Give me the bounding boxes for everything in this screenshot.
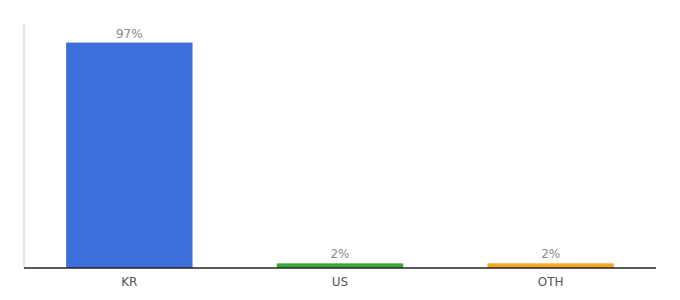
x-axis-line	[24, 267, 656, 269]
data-label: 2%	[330, 247, 349, 261]
y-axis-line	[24, 24, 25, 268]
x-tick-label: KR	[121, 275, 137, 289]
data-label: 97%	[116, 27, 143, 41]
data-labels: 97% 2% 2%	[116, 27, 560, 262]
x-tick-label: OTH	[538, 275, 564, 289]
x-tick-labels: KR US OTH	[121, 275, 563, 289]
chart-container: 97% 2% 2% KR US OTH	[0, 0, 680, 300]
x-tick-label: US	[332, 275, 348, 289]
data-label: 2%	[541, 247, 560, 261]
bar	[66, 43, 192, 268]
chart-svg: 97% 2% 2% KR US OTH	[0, 0, 680, 300]
page: {"chart_data": {"type": "bar", "categori…	[0, 0, 680, 300]
bars	[66, 43, 614, 268]
